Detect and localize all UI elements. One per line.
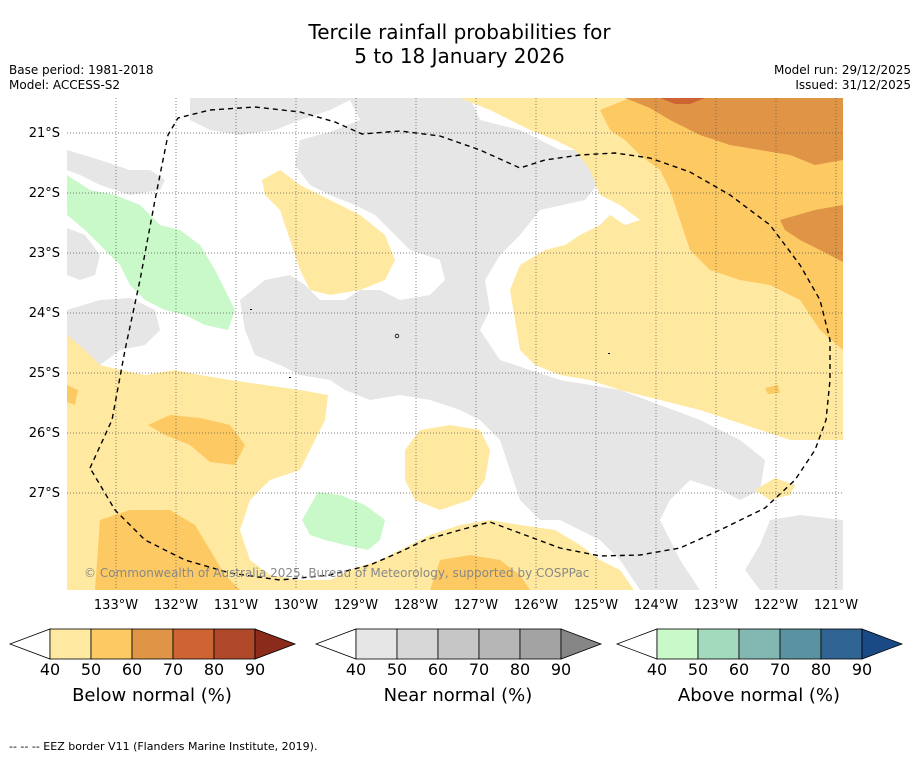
lon-label-123w: 123°W [693, 598, 739, 613]
colorbar-above-tick: 80 [810, 660, 832, 679]
colorbar-above-tick: 40 [646, 660, 668, 679]
colorbar-label-below: Below normal (%) [72, 685, 232, 706]
colorbar-above-tick: 60 [728, 660, 750, 679]
colorbar-above-tick: 70 [769, 660, 791, 679]
lat-label-26s: 26°S [28, 426, 60, 441]
lon-label-128w: 128°W [393, 598, 439, 613]
model-name: Model: ACCESS-S2 [9, 78, 121, 92]
lon-label-133w: 133°W [93, 598, 139, 613]
colorbar-near-tick: 50 [386, 660, 408, 679]
below-normal-60-70 [625, 98, 843, 262]
lon-label-125w: 125°W [573, 598, 619, 613]
title-line-1: Tercile rainfall probabilities for [308, 20, 611, 44]
below-normal-70-80 [660, 98, 705, 104]
issued-date: Issued: 31/12/2025 [795, 78, 911, 92]
colorbar-near-tick: 70 [468, 660, 490, 679]
colorbar-below-tick: 60 [121, 660, 143, 679]
colorbar-below-tick: 70 [162, 660, 184, 679]
title-line-2: 5 to 18 January 2026 [354, 44, 565, 68]
near-normal-regions [67, 98, 843, 590]
colorbar-below-tick: 40 [39, 660, 61, 679]
lon-label-121w: 121°W [813, 598, 859, 613]
lat-label-22s: 22°S [28, 186, 60, 201]
lat-label-25s: 25°S [28, 366, 60, 381]
island-markers [250, 309, 610, 378]
lon-label-129w: 129°W [333, 598, 379, 613]
colorbar-above-tick: 90 [851, 660, 873, 679]
lon-label-132w: 132°W [153, 598, 199, 613]
model-run: Model run: 29/12/2025 [773, 63, 911, 77]
lat-label-23s: 23°S [28, 246, 60, 261]
lon-label-126w: 126°W [513, 598, 559, 613]
colorbar-below-tick: 80 [203, 660, 225, 679]
lat-label-21s: 21°S [28, 126, 60, 141]
colorbar-label-near: Near normal (%) [383, 685, 533, 706]
graticule [67, 98, 843, 590]
lon-label-124w: 124°W [633, 598, 679, 613]
base-period: Base period: 1981-2018 [9, 63, 154, 77]
colorbar-near-tick: 40 [345, 660, 367, 679]
colorbar-near-tick: 90 [550, 660, 572, 679]
lon-label-130w: 130°W [273, 598, 319, 613]
colorbar-label-above: Above normal (%) [677, 685, 841, 706]
lon-label-131w: 131°W [213, 598, 259, 613]
above-normal-40-50 [67, 175, 385, 550]
lon-label-122w: 122°W [753, 598, 799, 613]
lat-label-24s: 24°S [28, 306, 60, 321]
colorbar-below-tick: 90 [244, 660, 266, 679]
lat-label-27s: 27°S [28, 486, 60, 501]
eez-footnote: -- -- -- EEZ border V11 (Flanders Marine… [9, 740, 318, 753]
lon-label-127w: 127°W [453, 598, 499, 613]
below-normal-50-60 [67, 98, 843, 590]
colorbar-below-tick: 50 [80, 660, 102, 679]
colorbar-near-tick: 80 [509, 660, 531, 679]
copyright-notice: © Commonwealth of Australia 2025, Bureau… [84, 566, 590, 580]
eez-border [89, 106, 831, 581]
colorbar-above-tick: 50 [687, 660, 709, 679]
colorbar-near-tick: 60 [427, 660, 449, 679]
